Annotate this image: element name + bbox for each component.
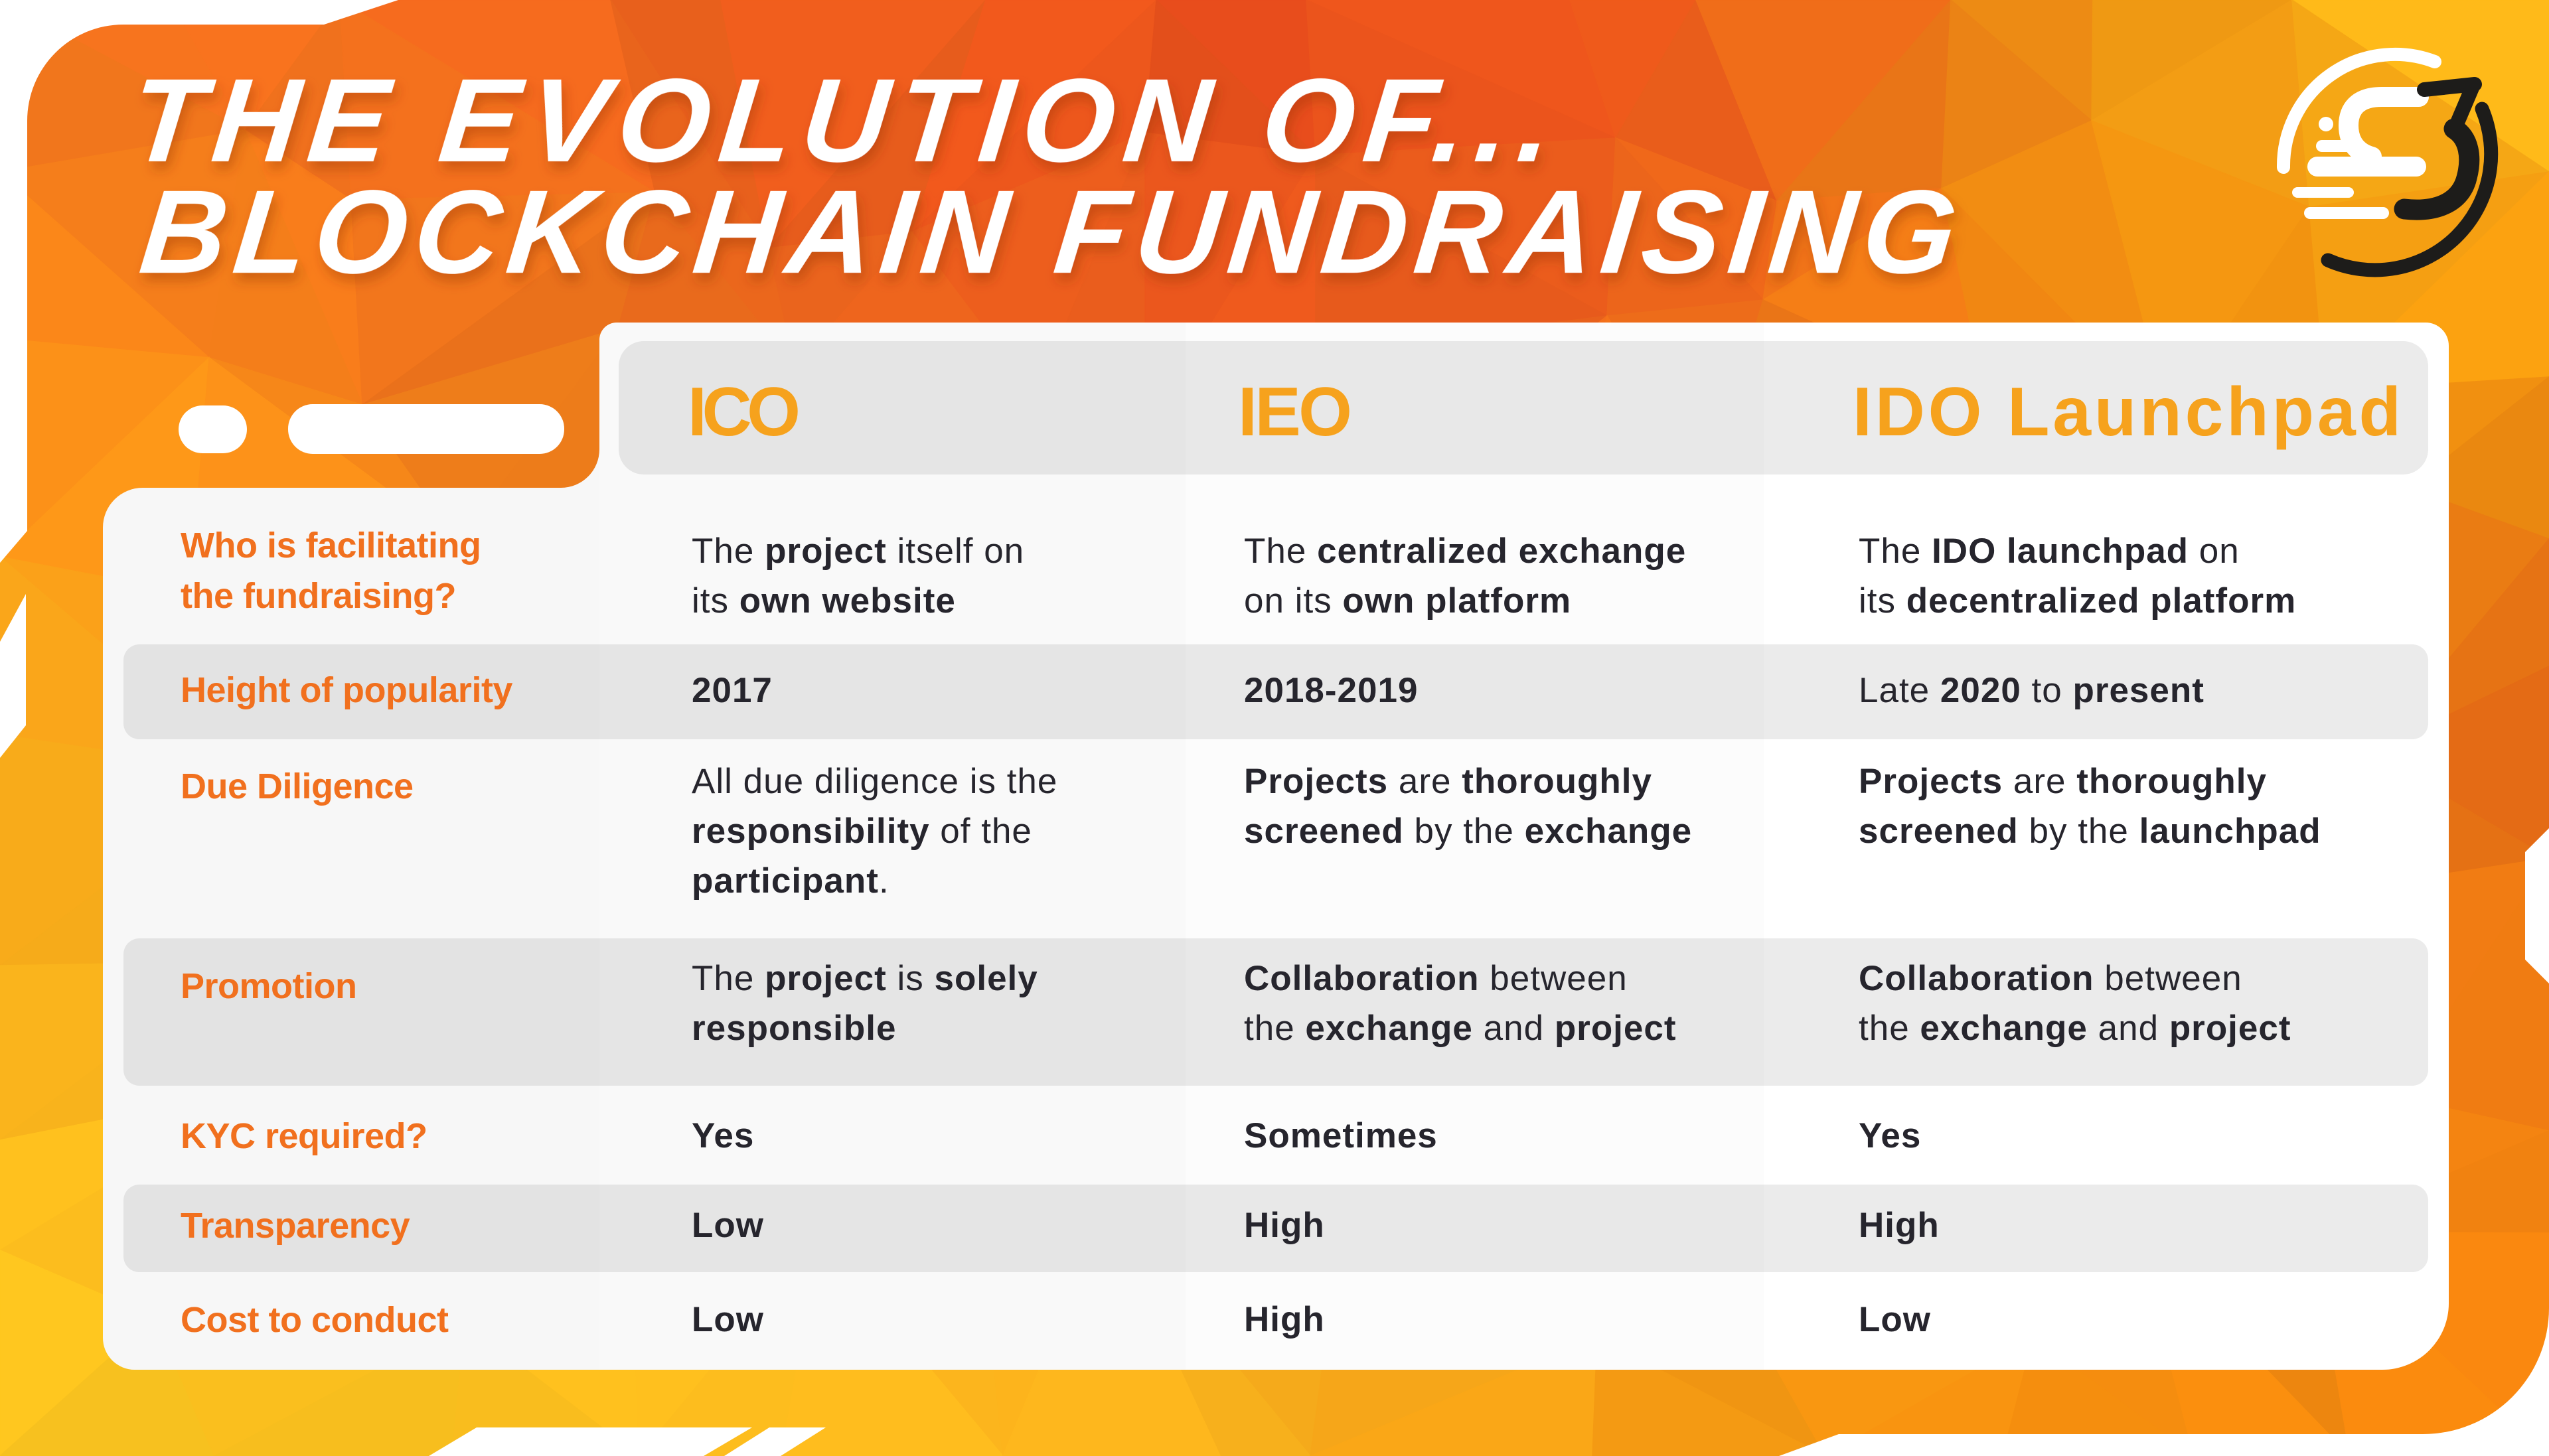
svg-text:its own website: its own website (692, 581, 956, 620)
svg-text:participant.: participant. (692, 861, 889, 901)
svg-text:Projects are thoroughly: Projects are thoroughly (1244, 762, 1652, 801)
svg-text:High: High (1859, 1206, 1940, 1245)
svg-text:Projects are thoroughly: Projects are thoroughly (1859, 762, 2267, 801)
svg-text:All due diligence is the: All due diligence is the (692, 762, 1057, 801)
svg-text:Late 2020 to present: Late 2020 to present (1859, 671, 2204, 710)
svg-text:screened by the exchange: screened by the exchange (1244, 812, 1692, 851)
svg-text:its decentralized platform: its decentralized platform (1859, 581, 2296, 620)
svg-text:IEO: IEO (1238, 374, 1352, 451)
svg-text:High: High (1244, 1300, 1325, 1339)
svg-text:the exchange and project: the exchange and project (1859, 1009, 2291, 1048)
svg-text:The IDO launchpad on: The IDO launchpad on (1859, 532, 2240, 571)
svg-text:Low: Low (692, 1206, 764, 1245)
svg-text:Promotion: Promotion (181, 966, 356, 1006)
svg-text:Sometimes: Sometimes (1244, 1116, 1438, 1155)
svg-text:THE EVOLUTION OF...: THE EVOLUTION OF... (124, 54, 1559, 186)
svg-text:The project is solely: The project is solely (692, 959, 1038, 998)
svg-text:The centralized exchange: The centralized exchange (1244, 532, 1686, 571)
svg-text:High: High (1244, 1206, 1325, 1245)
svg-text:Height of popularity: Height of popularity (181, 670, 512, 710)
svg-text:Due Diligence: Due Diligence (181, 766, 414, 806)
svg-text:Collaboration between: Collaboration between (1244, 959, 1628, 998)
svg-text:on its own platform: on its own platform (1244, 581, 1571, 620)
svg-text:Cost to conduct: Cost to conduct (181, 1300, 449, 1340)
svg-text:ICO: ICO (688, 374, 801, 451)
svg-text:screened by the launchpad: screened by the launchpad (1859, 812, 2321, 851)
svg-text:Transparency: Transparency (181, 1206, 410, 1246)
svg-text:responsible: responsible (692, 1009, 896, 1048)
svg-text:Yes: Yes (1859, 1116, 1921, 1155)
svg-text:The project itself on: The project itself on (692, 532, 1024, 571)
svg-text:Low: Low (1859, 1300, 1931, 1339)
svg-text:IDO Launchpad: IDO Launchpad (1853, 374, 2401, 451)
svg-text:KYC required?: KYC required? (181, 1116, 427, 1156)
svg-text:Collaboration between: Collaboration between (1859, 959, 2242, 998)
svg-text:Who is facilitating: Who is facilitating (181, 526, 481, 565)
svg-text:Yes: Yes (692, 1116, 754, 1155)
svg-text:2018-2019: 2018-2019 (1244, 671, 1418, 710)
svg-text:the exchange and project: the exchange and project (1244, 1009, 1677, 1048)
svg-text:Low: Low (692, 1300, 764, 1339)
svg-text:responsibility of the: responsibility of the (692, 812, 1032, 851)
svg-text:2017: 2017 (692, 671, 773, 710)
svg-text:the fundraising?: the fundraising? (181, 576, 456, 616)
